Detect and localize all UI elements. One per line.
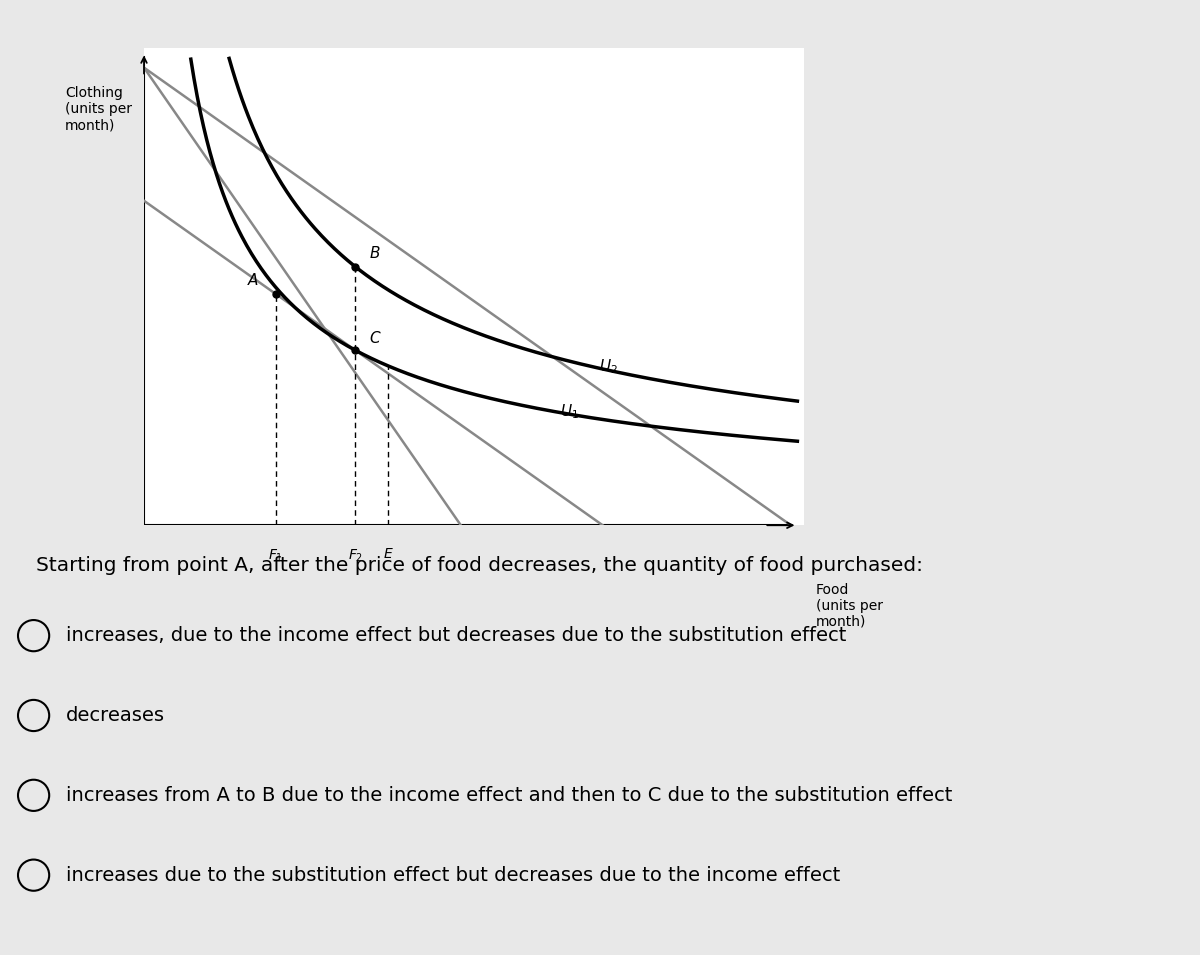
Text: Food
(units per
month): Food (units per month) (816, 583, 883, 629)
Text: $F_2$: $F_2$ (348, 547, 362, 563)
Text: decreases: decreases (66, 706, 166, 725)
Text: $F_1$: $F_1$ (269, 547, 283, 563)
Text: increases due to the substitution effect but decreases due to the income effect: increases due to the substitution effect… (66, 865, 840, 884)
Text: Starting from point A, after the price of food decreases, the quantity of food p: Starting from point A, after the price o… (36, 556, 923, 575)
Text: increases, due to the income effect but decreases due to the substitution effect: increases, due to the income effect but … (66, 626, 846, 646)
Text: $E$: $E$ (383, 547, 394, 562)
Text: Clothing
(units per
month): Clothing (units per month) (65, 86, 132, 133)
Text: increases from A to B due to the income effect and then to C due to the substitu: increases from A to B due to the income … (66, 786, 953, 805)
Text: C: C (370, 331, 380, 346)
Text: B: B (370, 245, 380, 261)
Text: $U_1$: $U_1$ (559, 402, 578, 421)
Text: $U_2$: $U_2$ (600, 357, 618, 376)
Text: A: A (247, 273, 258, 288)
